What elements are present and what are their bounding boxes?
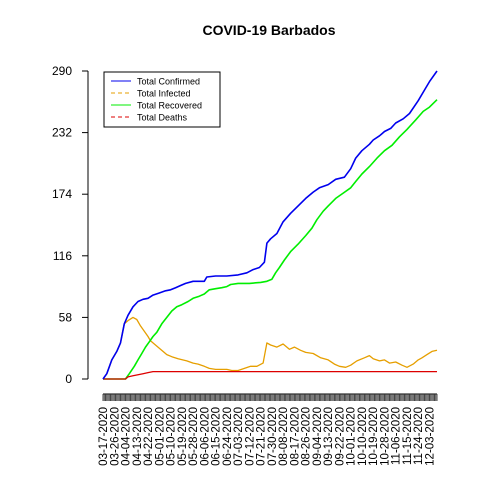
x-tick-label: 04-04-2020	[121, 407, 133, 466]
legend-label: Total Deaths	[137, 113, 188, 123]
x-tick-label: 05-28-2020	[188, 407, 200, 466]
series-line-total-infected	[103, 317, 437, 379]
x-tick-label: 05-01-2020	[154, 407, 166, 466]
x-tick-label: 09-04-2020	[312, 407, 324, 466]
x-tick-label: 07-21-2020	[256, 407, 268, 466]
x-tick-label: 05-10-2020	[166, 407, 178, 466]
x-tick-label: 08-08-2020	[278, 407, 290, 466]
x-tick-label: 06-24-2020	[222, 407, 234, 466]
x-tick-label: 09-13-2020	[323, 407, 335, 466]
legend-label: Total Confirmed	[137, 77, 200, 87]
y-tick-label: 290	[52, 64, 72, 78]
legend: Total Confirmed Total Infected Total Recov…	[104, 72, 220, 127]
x-tick-label: 03-17-2020	[98, 407, 110, 466]
legend-label: Total Infected	[137, 89, 191, 99]
legend-label: Total Recovered	[137, 101, 202, 111]
y-tick-label: 232	[52, 126, 72, 140]
x-tick-label: 04-22-2020	[143, 407, 155, 466]
x-tick-label: 10-10-2020	[357, 407, 369, 466]
x-tick-label: 07-30-2020	[267, 407, 279, 466]
x-tick-label: 12-03-2020	[424, 407, 436, 466]
y-axis: 0 58 116 174 232 290	[52, 64, 88, 386]
x-tick-label: 06-06-2020	[199, 407, 211, 466]
x-tick-label: 06-15-2020	[211, 407, 223, 466]
y-tick-label: 116	[53, 249, 72, 263]
x-tick-label: 05-19-2020	[177, 407, 189, 466]
y-tick-label: 0	[65, 372, 72, 386]
x-tick-label: 07-03-2020	[233, 407, 245, 466]
x-tick-label: 11-24-2020	[413, 407, 425, 465]
x-tick-label: 08-17-2020	[289, 407, 301, 466]
x-tick-label: 11-15-2020	[402, 407, 414, 465]
x-tick-label: 08-26-2020	[301, 407, 313, 466]
x-axis: 03-17-2020 03-26-2020 04-04-2020 04-13-2020…	[98, 394, 437, 466]
x-tick-label: 09-22-2020	[334, 407, 346, 466]
y-tick-label: 58	[59, 310, 73, 324]
x-tick-label: 10-01-2020	[346, 407, 358, 466]
y-tick-label: 174	[52, 187, 72, 201]
series-line-total-deaths	[103, 372, 437, 379]
x-tick-label: 10-28-2020	[379, 407, 391, 466]
x-tick-label: 10-19-2020	[368, 407, 380, 466]
x-tick-label: 11-06-2020	[391, 407, 403, 465]
x-tick-label: 04-13-2020	[132, 407, 144, 466]
x-tick-label: 07-12-2020	[244, 407, 256, 466]
x-tick-label: 03-26-2020	[109, 407, 121, 466]
chart-title: COVID-19 Barbados	[202, 22, 335, 38]
